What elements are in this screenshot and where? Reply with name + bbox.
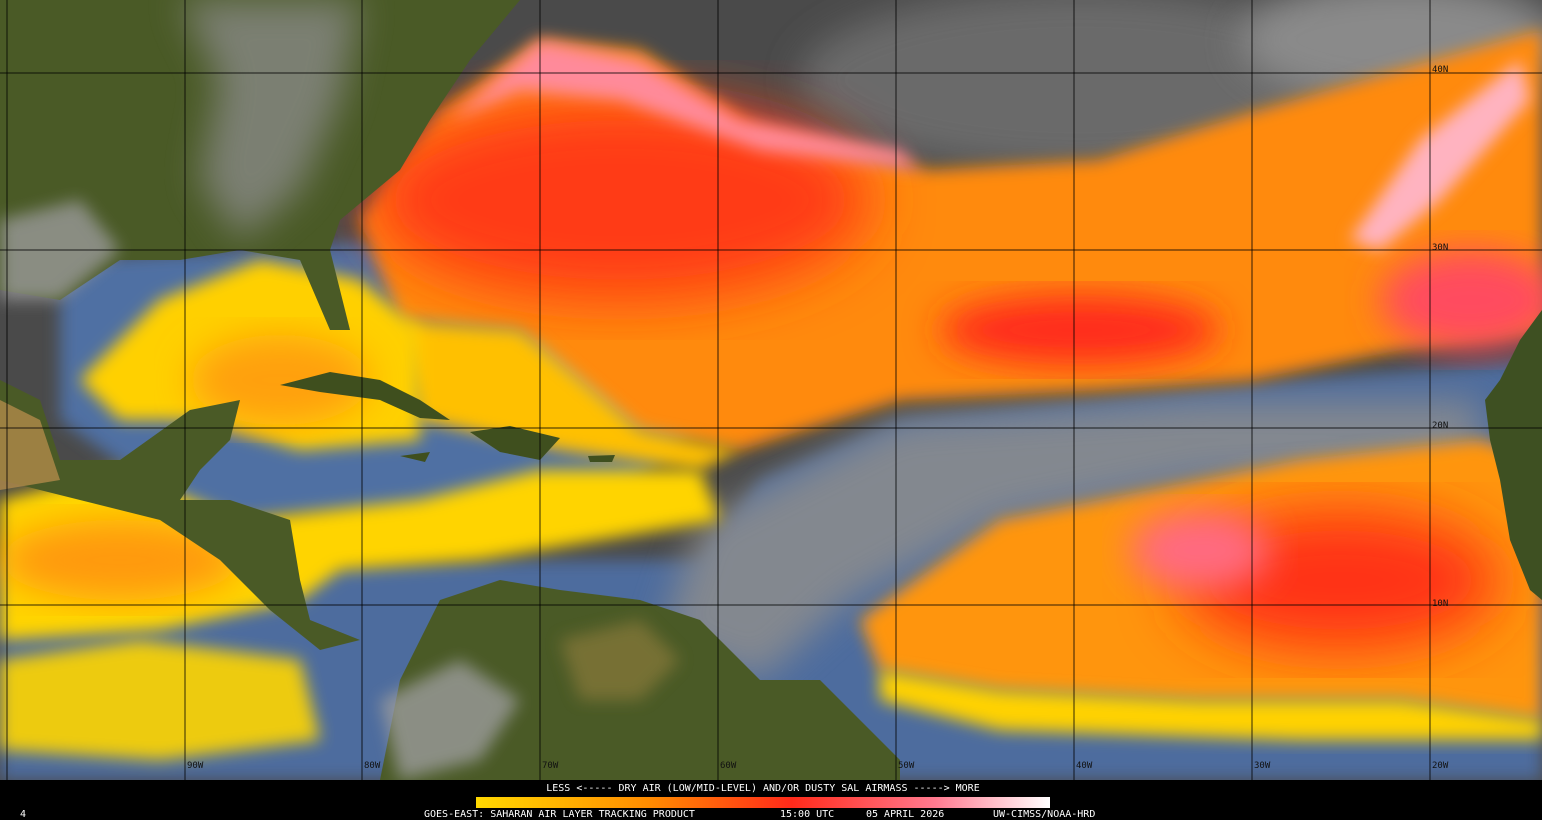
longitude-label: 90W <box>187 761 204 771</box>
graticule <box>0 0 1542 780</box>
longitude-label: 30W <box>1254 761 1271 771</box>
time: 15:00 UTC <box>780 809 834 820</box>
credit: UW-CIMSS/NOAA-HRD <box>993 809 1095 820</box>
longitude-label: 80W <box>364 761 381 771</box>
colorbar-caption: LESS <----- DRY AIR (LOW/MID-LEVEL) AND/… <box>546 783 979 794</box>
latitude-label: 30N <box>1432 243 1448 253</box>
colorbar <box>476 797 1050 808</box>
date: 05 APRIL 2026 <box>866 809 944 820</box>
grid-labels: 40N 30N 20N 10N 90W 80W 70W 60W 50W 40W 30W 20W <box>187 65 1449 771</box>
longitude-label: 60W <box>720 761 737 771</box>
longitude-label: 50W <box>898 761 915 771</box>
longitude-label: 40W <box>1076 761 1093 771</box>
latitude-label: 10N <box>1432 599 1448 609</box>
imagery <box>0 0 1542 780</box>
product-name: GOES-EAST: SAHARAN AIR LAYER TRACKING PR… <box>424 809 695 820</box>
latitude-label: 20N <box>1432 421 1448 431</box>
latitude-label: 40N <box>1432 65 1448 75</box>
footer-bar: LESS <----- DRY AIR (LOW/MID-LEVEL) AND/… <box>0 780 1542 820</box>
longitude-label: 70W <box>542 761 559 771</box>
longitude-label: 20W <box>1432 761 1449 771</box>
frame-number: 4 <box>20 809 26 820</box>
